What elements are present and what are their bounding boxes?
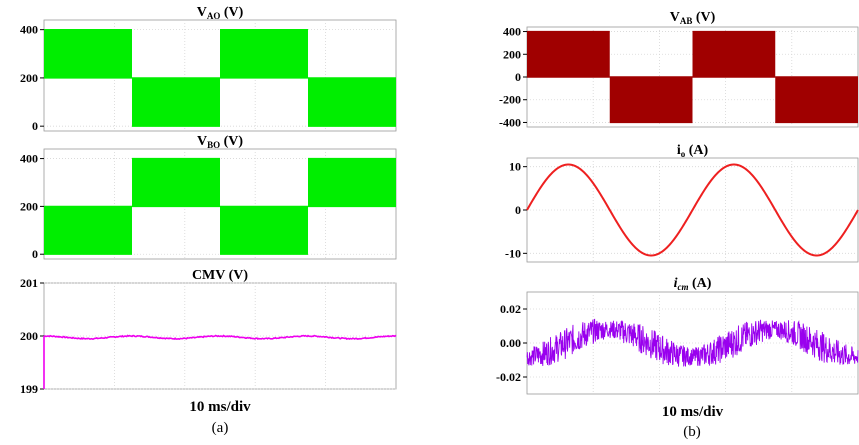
title-unit: (A) bbox=[685, 143, 708, 158]
pwm-band-0 bbox=[44, 206, 132, 255]
y-tick-label: 200 bbox=[503, 47, 521, 61]
title-main: V bbox=[197, 5, 207, 20]
caption-b: (b) bbox=[683, 424, 701, 440]
y-tick-label: -200 bbox=[499, 93, 521, 107]
pwm-band-2 bbox=[220, 206, 308, 255]
chart-vbo: 400 200 0 VBO (V) bbox=[20, 134, 397, 261]
title-main: i bbox=[674, 276, 678, 291]
y-tick-label: 400 bbox=[503, 25, 521, 39]
io-trace bbox=[526, 163, 859, 257]
caption-a: (a) bbox=[212, 420, 229, 436]
y-tick-label: 0 bbox=[515, 70, 521, 84]
y-tick-label: 0 bbox=[515, 203, 521, 217]
pwm-band-2 bbox=[220, 29, 308, 78]
title-subscript: AO bbox=[207, 11, 221, 21]
y-tick-label: -0.02 bbox=[496, 370, 521, 384]
pwm-band-3 bbox=[308, 77, 396, 127]
pwm-band-0 bbox=[44, 29, 132, 78]
title-main: V bbox=[197, 134, 207, 149]
y-tick-label: 201 bbox=[20, 276, 38, 290]
title-unit: (A) bbox=[688, 276, 711, 291]
title-unit: (V) bbox=[220, 134, 243, 149]
chart-vao: 400 200 0 VAO (V) bbox=[20, 5, 397, 133]
title-main: V bbox=[670, 10, 680, 25]
y-tick-label: 10 bbox=[509, 160, 521, 174]
chart-title: VBO (V) bbox=[197, 134, 243, 150]
title-unit: (V) bbox=[220, 5, 243, 20]
pwm-band-3 bbox=[775, 77, 858, 123]
chart-vab: 400 200 0 -200 -400 VAB (V) bbox=[499, 10, 859, 129]
chart-title: CMV (V) bbox=[192, 268, 248, 283]
y-tick-label: 400 bbox=[20, 23, 38, 37]
y-tick-label: 0.02 bbox=[500, 302, 521, 316]
title-main: i bbox=[677, 143, 681, 158]
chart-title: icm (A) bbox=[674, 276, 712, 292]
pwm-band-3 bbox=[308, 158, 396, 207]
title-subscript: BO bbox=[207, 140, 220, 150]
pwm-band-2 bbox=[692, 31, 776, 77]
pwm-band-0 bbox=[527, 31, 610, 77]
y-tick-label: 200 bbox=[20, 71, 38, 85]
chart-title: io (A) bbox=[677, 143, 709, 159]
y-tick-label: 200 bbox=[20, 329, 38, 343]
pwm-band-1 bbox=[609, 77, 693, 123]
x-axis-label: 10 ms/div bbox=[189, 399, 251, 415]
chart-title: VAO (V) bbox=[197, 5, 244, 21]
cmv-trace bbox=[43, 334, 397, 389]
title-subscript: o bbox=[681, 149, 686, 159]
y-tick-label: 0 bbox=[32, 247, 38, 261]
pwm-band-1 bbox=[132, 77, 220, 127]
pwm-band-1 bbox=[132, 158, 220, 207]
y-tick-label: 400 bbox=[20, 152, 38, 166]
chart-title: VAB (V) bbox=[670, 10, 716, 26]
chart-io: 10 0 -10 io (A) bbox=[505, 143, 859, 263]
y-tick-label: -10 bbox=[505, 246, 521, 260]
chart-cmv: 201 200 199 CMV (V) 10 ms/div bbox=[20, 268, 397, 415]
y-tick-label: 0 bbox=[32, 119, 38, 133]
y-tick-label: -400 bbox=[499, 115, 521, 129]
y-tick-label: 200 bbox=[20, 199, 38, 213]
icm-trace bbox=[526, 318, 859, 367]
title-main: CMV (V) bbox=[192, 268, 248, 283]
title-unit: (V) bbox=[692, 10, 715, 25]
chart-icm: 0.02 0.00 -0.02 icm (A) 10 ms/div bbox=[496, 276, 859, 420]
y-tick-label: 0.00 bbox=[500, 336, 521, 350]
title-subscript: cm bbox=[677, 282, 688, 292]
y-tick-label: 199 bbox=[20, 382, 38, 396]
x-axis-label: 10 ms/div bbox=[662, 404, 724, 420]
title-subscript: AB bbox=[680, 16, 693, 26]
